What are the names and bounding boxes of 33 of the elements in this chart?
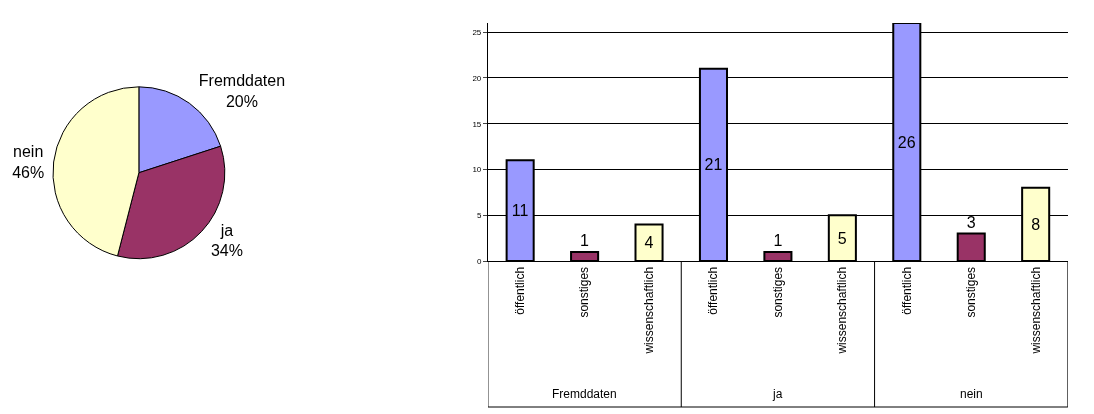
y-tick-label: 15 bbox=[472, 119, 482, 129]
text: nein bbox=[960, 387, 983, 401]
y-tick-label: 0 bbox=[476, 256, 482, 266]
y-tick-label: 10 bbox=[472, 165, 482, 175]
data-label: 5 bbox=[837, 229, 847, 247]
data-label: 21 bbox=[704, 156, 723, 174]
y-tick-label: 20 bbox=[472, 73, 482, 83]
slice-label: Fremddaten bbox=[198, 71, 286, 89]
data-label: 4 bbox=[644, 234, 654, 252]
x-tick-label: öffentlich bbox=[706, 266, 721, 315]
x-tick-label: öffentlich bbox=[899, 266, 914, 315]
data-label: 46% bbox=[12, 163, 45, 181]
data-label: 26 bbox=[897, 133, 916, 151]
y-tick-label: 25 bbox=[472, 27, 482, 37]
x-tick-label: wissenschaftlich bbox=[835, 266, 850, 355]
data-label: 11 bbox=[511, 202, 529, 220]
data-label: 1 bbox=[580, 231, 590, 249]
text: Fremddaten bbox=[552, 387, 617, 401]
y-tick-label: 5 bbox=[476, 211, 482, 221]
x-tick-label: wissenschaftlich bbox=[641, 266, 656, 355]
data-label: 8 bbox=[1031, 215, 1041, 233]
x-tick-label: sonstiges bbox=[577, 266, 592, 318]
x-tick-label: sonstiges bbox=[964, 266, 979, 318]
data-label: 1 bbox=[773, 231, 783, 249]
x-tick-label: sonstiges bbox=[770, 266, 785, 318]
slice-label: ja bbox=[219, 221, 234, 239]
slice-label: nein bbox=[13, 142, 44, 160]
x-tick-label: wissenschaftlich bbox=[1028, 266, 1043, 355]
data-label: 20% bbox=[225, 92, 258, 110]
text: ja bbox=[772, 387, 783, 401]
data-label: 34% bbox=[210, 242, 243, 260]
x-tick-label: öffentlich bbox=[513, 266, 528, 315]
data-label: 3 bbox=[966, 213, 976, 231]
